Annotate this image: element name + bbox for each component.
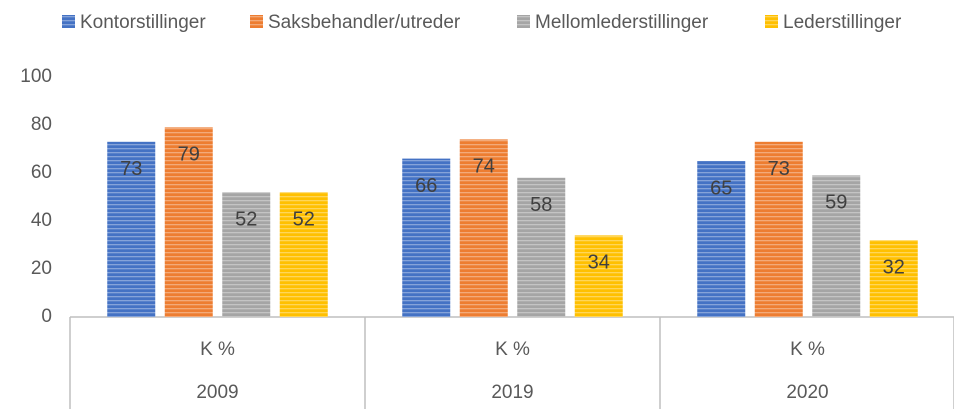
- legend-label: Mellomlederstillinger: [535, 12, 709, 33]
- bar: [517, 177, 566, 317]
- legend-label: Lederstillinger: [783, 12, 902, 33]
- legend-swatch: [517, 15, 530, 28]
- bar: [164, 127, 213, 318]
- y-tick-label: 20: [31, 258, 52, 279]
- legend-label: Kontorstillinger: [80, 12, 206, 33]
- y-tick-label: 0: [41, 306, 52, 327]
- x-tick-label: 2020: [786, 382, 828, 403]
- data-label: 73: [120, 158, 142, 180]
- bar: [697, 161, 746, 317]
- legend-swatch: [765, 15, 778, 28]
- data-label: 79: [178, 144, 200, 166]
- data-label: 32: [883, 256, 905, 278]
- y-tick-label: 60: [31, 162, 52, 183]
- bar: [459, 139, 508, 317]
- x-sublabel: K %: [200, 339, 235, 360]
- bar: [279, 192, 328, 317]
- bar: [402, 158, 451, 317]
- data-label: 74: [473, 156, 495, 178]
- data-label: 34: [588, 252, 610, 274]
- legend-swatch: [62, 15, 75, 28]
- bar: [574, 235, 623, 317]
- bar: [869, 240, 918, 317]
- bar: [107, 141, 156, 317]
- y-tick-label: 100: [20, 66, 52, 87]
- x-tick-label: 2009: [196, 382, 238, 403]
- data-label: 73: [768, 158, 790, 180]
- data-label: 58: [530, 194, 552, 216]
- x-sublabel: K %: [790, 339, 825, 360]
- bar: [812, 175, 861, 317]
- data-label: 65: [710, 177, 732, 199]
- x-sublabel: K %: [495, 339, 530, 360]
- x-tick-label: 2019: [491, 382, 533, 403]
- data-label: 52: [293, 208, 315, 230]
- y-tick-label: 80: [31, 114, 52, 135]
- data-label: 59: [825, 192, 847, 214]
- data-label: 52: [235, 208, 257, 230]
- legend-label: Saksbehandler/utreder: [268, 12, 461, 33]
- bar: [754, 141, 803, 317]
- y-tick-label: 40: [31, 210, 52, 231]
- legend-swatch: [250, 15, 263, 28]
- bar: [222, 192, 271, 317]
- data-label: 66: [415, 175, 437, 197]
